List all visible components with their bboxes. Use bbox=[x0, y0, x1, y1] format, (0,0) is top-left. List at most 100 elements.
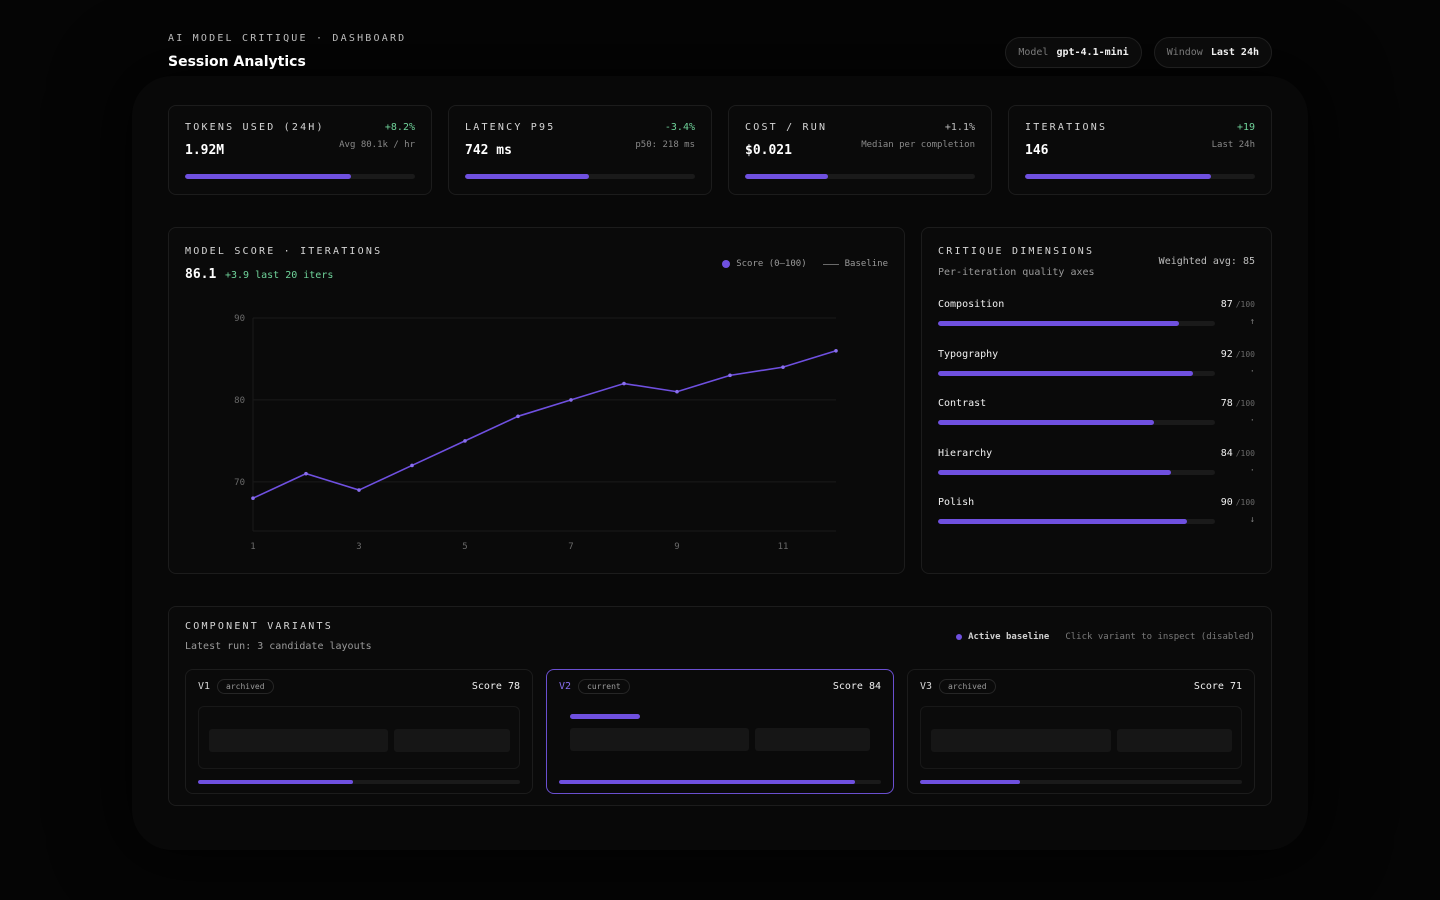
x-tick-label: 5 bbox=[462, 542, 467, 552]
legend-item-score: Score (0–100) bbox=[722, 259, 807, 269]
active-baseline-indicator: Active baseline bbox=[956, 632, 1049, 642]
kpi-note: p50: 218 ms bbox=[635, 140, 695, 150]
kpi-label: LATENCY P95 bbox=[465, 122, 556, 133]
preview-block bbox=[209, 729, 388, 752]
dimensions-desc: Per-iteration quality axes bbox=[938, 267, 1095, 278]
variant-score: Score 78 bbox=[471, 681, 520, 692]
score-data-point bbox=[410, 463, 414, 468]
score-line-chart: 70 80 90 1 3 5 7 9 11 bbox=[234, 314, 838, 552]
kpi-value: $0.021 bbox=[745, 143, 792, 158]
variant-card-v1[interactable]: V1 archived Score 78 bbox=[185, 669, 533, 794]
variant-score: Score 84 bbox=[832, 681, 881, 692]
legend-baseline-label: Baseline bbox=[844, 259, 888, 269]
kpi-delta: +8.2% bbox=[384, 122, 415, 133]
dimension-score-max: /100 bbox=[1235, 498, 1255, 507]
score-series-line bbox=[252, 350, 837, 499]
score-current-value: 86.1 bbox=[185, 267, 217, 282]
active-baseline-label: Active baseline bbox=[968, 632, 1050, 642]
legend-dash-icon bbox=[822, 263, 839, 265]
kpi-progress-fill bbox=[465, 174, 590, 179]
variants-desc: Latest run: 3 candidate layouts bbox=[185, 641, 372, 652]
kpi-label: TOKENS USED (24H) bbox=[185, 122, 325, 133]
score-chart-card: 70 80 90 1 3 5 7 9 11 MODEL SCORE · ITERATIONS 8… bbox=[168, 227, 905, 574]
variant-progress-bar bbox=[920, 780, 1242, 784]
variant-progress-fill bbox=[198, 780, 353, 784]
variant-preview bbox=[559, 706, 881, 769]
legend-dot-icon bbox=[722, 260, 731, 268]
x-tick-label: 11 bbox=[778, 542, 789, 552]
variant-status-badge: archived bbox=[217, 679, 274, 694]
dimension-row: Composition 87/100 ↑ bbox=[938, 299, 1255, 339]
active-dot-icon bbox=[956, 634, 963, 640]
window-pill-key: Window bbox=[1166, 47, 1203, 58]
dimension-score-max: /100 bbox=[1235, 399, 1255, 408]
kpi-value: 1.92M bbox=[185, 143, 225, 158]
window-pill[interactable]: Window Last 24h bbox=[1153, 37, 1272, 68]
dimension-name: Hierarchy bbox=[938, 448, 993, 459]
dimension-row: Contrast 78/100 · bbox=[938, 398, 1255, 438]
kpi-progress-bar bbox=[1025, 174, 1255, 179]
variant-card-v2[interactable]: V2 current Score 84 bbox=[546, 669, 894, 794]
preview-block bbox=[394, 729, 510, 752]
dimension-row: Polish 90/100 ↓ bbox=[938, 497, 1255, 537]
dimension-bar bbox=[938, 371, 1215, 376]
score-data-point bbox=[463, 439, 467, 443]
weighted-average: Weighted avg: 85 bbox=[1158, 256, 1255, 267]
page-title: Session Analytics bbox=[168, 54, 306, 70]
dimension-score: 84/100 bbox=[1221, 448, 1255, 459]
dimension-bar bbox=[938, 321, 1215, 326]
dimension-bar bbox=[938, 519, 1215, 524]
dimension-bar-fill bbox=[938, 420, 1155, 425]
dimension-score-value: 87 bbox=[1220, 299, 1233, 310]
variant-id: V3 bbox=[920, 681, 933, 692]
preview-block bbox=[755, 728, 870, 751]
variant-id: V1 bbox=[198, 681, 211, 692]
legend-score-label: Score (0–100) bbox=[736, 259, 807, 269]
dimension-bar bbox=[938, 420, 1215, 425]
dimension-name: Polish bbox=[938, 497, 975, 508]
trend-down-icon: ↓ bbox=[1249, 515, 1255, 525]
score-data-point bbox=[675, 389, 679, 394]
dimension-bar-fill bbox=[938, 371, 1193, 376]
kpi-value: 742 ms bbox=[465, 143, 512, 158]
dimension-score: 90/100 bbox=[1221, 497, 1255, 508]
kpi-delta: +1.1% bbox=[944, 122, 975, 133]
kpi-progress-fill bbox=[1025, 174, 1212, 179]
variant-status-badge: current bbox=[578, 679, 630, 694]
kpi-note: Last 24h bbox=[1211, 140, 1255, 150]
score-data-point bbox=[251, 496, 255, 501]
variants-meta: Active baseline Click variant to inspect… bbox=[956, 632, 1255, 642]
dimension-name: Composition bbox=[938, 299, 1005, 310]
trend-flat-icon: · bbox=[1249, 416, 1255, 426]
y-tick-label: 80 bbox=[234, 396, 245, 406]
variant-preview bbox=[198, 706, 520, 769]
dimension-bar-fill bbox=[938, 470, 1171, 475]
preview-block bbox=[931, 729, 1111, 752]
component-variants-card: COMPONENT VARIANTS Latest run: 3 candida… bbox=[168, 606, 1272, 806]
page-eyebrow: AI MODEL CRITIQUE · DASHBOARD bbox=[168, 33, 407, 44]
chart-legend: Score (0–100) Baseline bbox=[722, 259, 888, 269]
preview-accent-bar bbox=[570, 714, 640, 719]
dimension-bar-fill bbox=[938, 321, 1179, 326]
dimension-score-max: /100 bbox=[1235, 449, 1255, 458]
header-filters: Model gpt-4.1-mini Window Last 24h bbox=[1005, 37, 1272, 68]
variant-card-v3[interactable]: V3 archived Score 71 bbox=[907, 669, 1255, 794]
kpi-progress-bar bbox=[465, 174, 695, 179]
dimension-score-value: 92 bbox=[1220, 349, 1233, 360]
score-data-point bbox=[781, 365, 785, 369]
x-tick-label: 3 bbox=[356, 542, 361, 552]
dimension-bar-fill bbox=[938, 519, 1188, 524]
kpi-value: 146 bbox=[1025, 143, 1049, 158]
kpi-progress-fill bbox=[185, 174, 351, 179]
window-pill-value: Last 24h bbox=[1210, 47, 1259, 58]
dimension-row: Hierarchy 84/100 · bbox=[938, 448, 1255, 488]
model-pill[interactable]: Model gpt-4.1-mini bbox=[1005, 37, 1142, 68]
x-tick-label: 1 bbox=[250, 542, 255, 552]
y-tick-label: 70 bbox=[234, 478, 245, 488]
dimensions-label: CRITIQUE DIMENSIONS bbox=[938, 246, 1095, 257]
model-pill-value: gpt-4.1-mini bbox=[1056, 47, 1129, 58]
score-chart-label: MODEL SCORE · ITERATIONS bbox=[185, 246, 383, 257]
kpi-card-cost: COST / RUN +1.1% $0.021 Median per compl… bbox=[728, 105, 992, 195]
trend-flat-icon: · bbox=[1249, 466, 1255, 476]
kpi-label: COST / RUN bbox=[745, 122, 828, 133]
